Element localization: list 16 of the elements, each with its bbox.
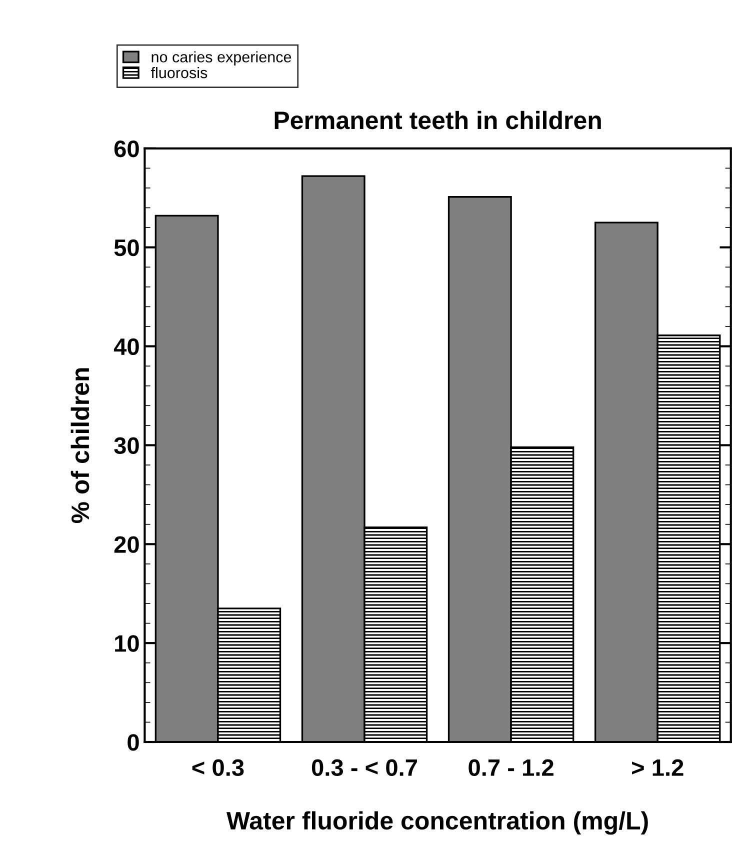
y-tick-label: 10 bbox=[115, 635, 139, 652]
legend-label: no caries experience bbox=[152, 51, 292, 66]
y-axis-title: % of children bbox=[70, 368, 90, 524]
y-tick-label: 40 bbox=[114, 338, 139, 356]
x-tick-label: < 0.3 bbox=[192, 759, 244, 776]
y-tick-label: 60 bbox=[114, 140, 139, 158]
y-tick-label: 30 bbox=[114, 437, 139, 454]
x-tick-label: 0.3 - < 0.7 bbox=[312, 759, 417, 776]
y-tick-label: 0 bbox=[128, 734, 139, 751]
x-tick-label: > 1.2 bbox=[632, 759, 684, 776]
x-axis-title: Water fluoride concentration (mg/L) bbox=[226, 811, 648, 835]
y-tick-label: 20 bbox=[114, 536, 139, 553]
chart-title: Permanent teeth in children bbox=[274, 110, 601, 130]
legend-label: fluorosis bbox=[150, 66, 208, 78]
y-tick-label: 50 bbox=[114, 239, 139, 256]
x-tick-label: 0.7 - 1.2 bbox=[468, 759, 554, 776]
